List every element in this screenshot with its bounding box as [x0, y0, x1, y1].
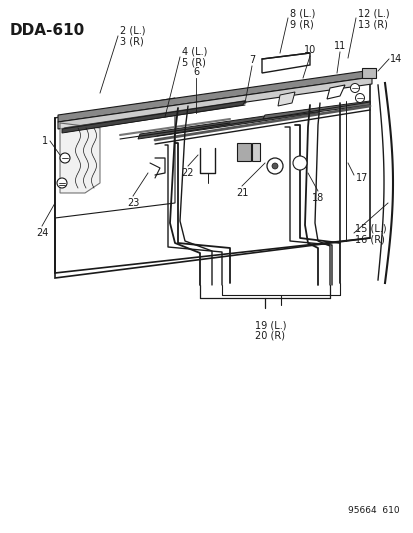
Polygon shape	[55, 73, 369, 278]
Polygon shape	[261, 53, 309, 73]
Polygon shape	[55, 98, 175, 218]
Text: 12 (L.): 12 (L.)	[357, 8, 389, 18]
Bar	[236, 143, 250, 161]
Circle shape	[350, 84, 358, 93]
Text: 2 (L.): 2 (L.)	[120, 25, 145, 35]
Circle shape	[292, 156, 306, 170]
Polygon shape	[58, 77, 371, 129]
Text: 14: 14	[389, 54, 401, 64]
Text: 13 (R): 13 (R)	[357, 19, 387, 29]
Text: 24: 24	[36, 228, 48, 238]
Polygon shape	[277, 92, 294, 106]
Text: 4 (L.): 4 (L.)	[182, 46, 207, 56]
Circle shape	[60, 153, 70, 163]
Text: 8 (L.): 8 (L.)	[289, 8, 315, 18]
Text: 21: 21	[235, 188, 247, 198]
Text: 16 (R): 16 (R)	[354, 234, 384, 244]
Text: 23: 23	[126, 198, 139, 208]
Text: 11: 11	[333, 41, 345, 51]
Bar	[361, 68, 375, 78]
Text: 20 (R): 20 (R)	[254, 331, 284, 341]
Polygon shape	[60, 123, 100, 193]
Text: 19 (L.): 19 (L.)	[254, 320, 286, 330]
Text: 5 (R): 5 (R)	[182, 57, 205, 67]
Text: 10: 10	[303, 45, 316, 55]
Polygon shape	[58, 70, 371, 122]
Circle shape	[355, 93, 363, 102]
Text: 6: 6	[192, 67, 199, 77]
Text: DDA-610: DDA-610	[10, 23, 85, 38]
Text: 18: 18	[311, 193, 323, 203]
Circle shape	[271, 163, 277, 169]
Polygon shape	[138, 108, 319, 139]
Polygon shape	[262, 101, 369, 119]
Text: 95664  610: 95664 610	[347, 506, 399, 515]
Circle shape	[57, 178, 67, 188]
Text: 15 (L.): 15 (L.)	[354, 223, 386, 233]
Text: 22: 22	[181, 168, 194, 178]
Polygon shape	[62, 101, 244, 133]
Polygon shape	[326, 85, 344, 99]
Text: 3 (R): 3 (R)	[120, 36, 143, 46]
Bar	[252, 143, 259, 161]
Text: 1: 1	[42, 136, 48, 146]
Text: 7: 7	[248, 55, 254, 65]
Text: 9 (R): 9 (R)	[289, 19, 313, 29]
Circle shape	[266, 158, 282, 174]
Text: 17: 17	[355, 173, 368, 183]
